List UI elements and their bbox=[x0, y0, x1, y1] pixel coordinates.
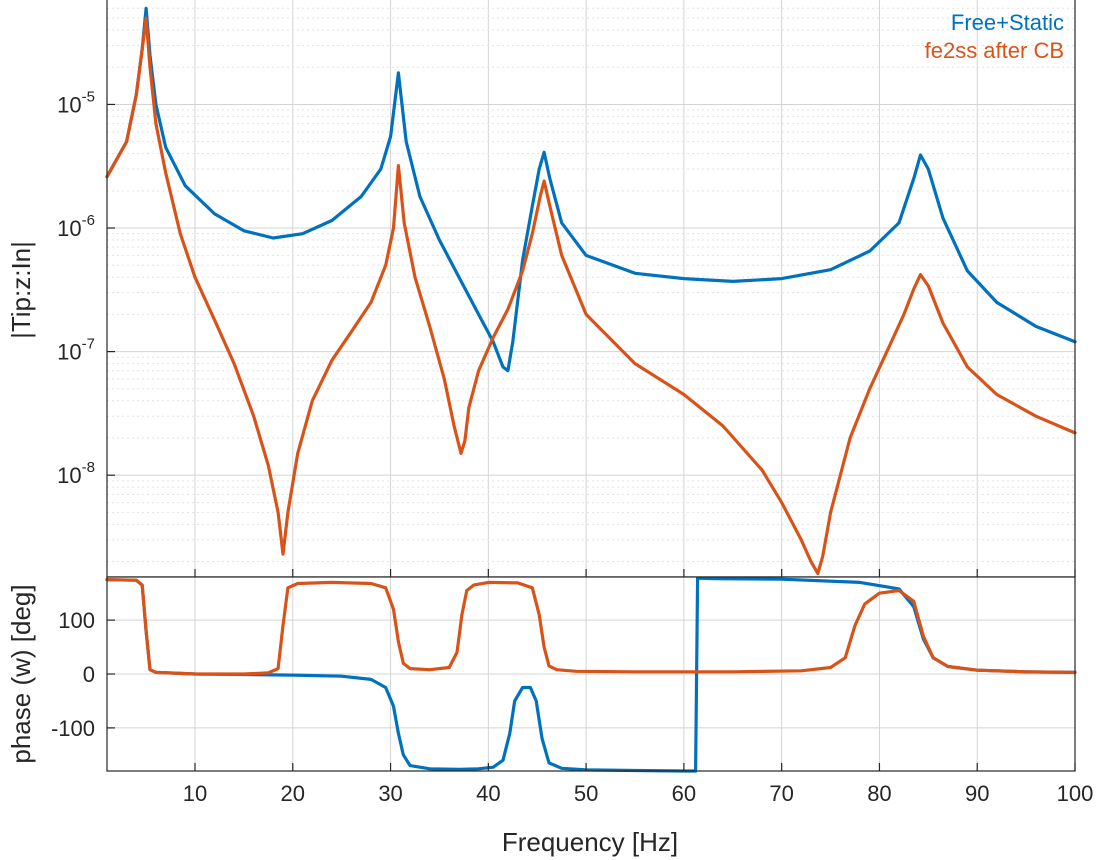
legend-entry-fe2ss-after-cb: fe2ss after CB bbox=[925, 38, 1064, 63]
phase-panel: -100 0 100 10 20 30 40 50 60 70 80 90 100 phase (w)… bbox=[6, 569, 1093, 857]
magnitude-y-tick-label: 10-7 bbox=[57, 336, 95, 365]
magnitude-grid bbox=[107, 0, 1076, 577]
phase-y-tick-label: -100 bbox=[51, 716, 95, 741]
phase-line-fe2ss-after-cb bbox=[105, 578, 1077, 676]
phase-y-tick-label: 100 bbox=[58, 608, 95, 633]
x-tick-label: 40 bbox=[476, 781, 500, 806]
magnitude-panel: 10-8 10-7 10-6 10-5 |Tip:z:In| Free+Static … bbox=[6, 0, 1077, 578]
phase-series-group bbox=[105, 576, 1077, 773]
magnitude-y-tick-labels: 10-8 10-7 10-6 10-5 bbox=[57, 88, 115, 488]
magnitude-y-axis-label: |Tip:z:In| bbox=[6, 241, 36, 339]
x-tick-label: 100 bbox=[1057, 781, 1094, 806]
x-tick-label: 80 bbox=[867, 781, 891, 806]
phase-y-tick-labels: -100 0 100 bbox=[51, 608, 115, 741]
magnitude-y-tick-label: 10-5 bbox=[57, 88, 95, 117]
phase-x-tick-labels: 10 20 30 40 50 60 70 80 90 100 bbox=[183, 569, 1094, 806]
x-tick-label: 10 bbox=[183, 781, 207, 806]
x-tick-label: 50 bbox=[574, 781, 598, 806]
x-axis-label: Frequency [Hz] bbox=[502, 827, 678, 857]
x-tick-label: 90 bbox=[965, 781, 989, 806]
phase-y-axis-label: phase (w) [deg] bbox=[6, 584, 36, 763]
magnitude-line-fe2ss-after-cb bbox=[105, 16, 1077, 576]
magnitude-y-tick-label: 10-6 bbox=[57, 212, 95, 241]
magnitude-series-group bbox=[105, 6, 1077, 576]
magnitude-line-free-static bbox=[105, 6, 1077, 373]
legend-entry-free-static: Free+Static bbox=[951, 10, 1064, 35]
x-tick-label: 30 bbox=[378, 781, 402, 806]
legend: Free+Static fe2ss after CB bbox=[925, 10, 1064, 63]
magnitude-y-tick-label: 10-8 bbox=[57, 459, 95, 488]
x-tick-label: 60 bbox=[672, 781, 696, 806]
x-tick-label: 70 bbox=[769, 781, 793, 806]
phase-y-tick-label: 0 bbox=[83, 662, 95, 687]
x-tick-label: 20 bbox=[281, 781, 305, 806]
